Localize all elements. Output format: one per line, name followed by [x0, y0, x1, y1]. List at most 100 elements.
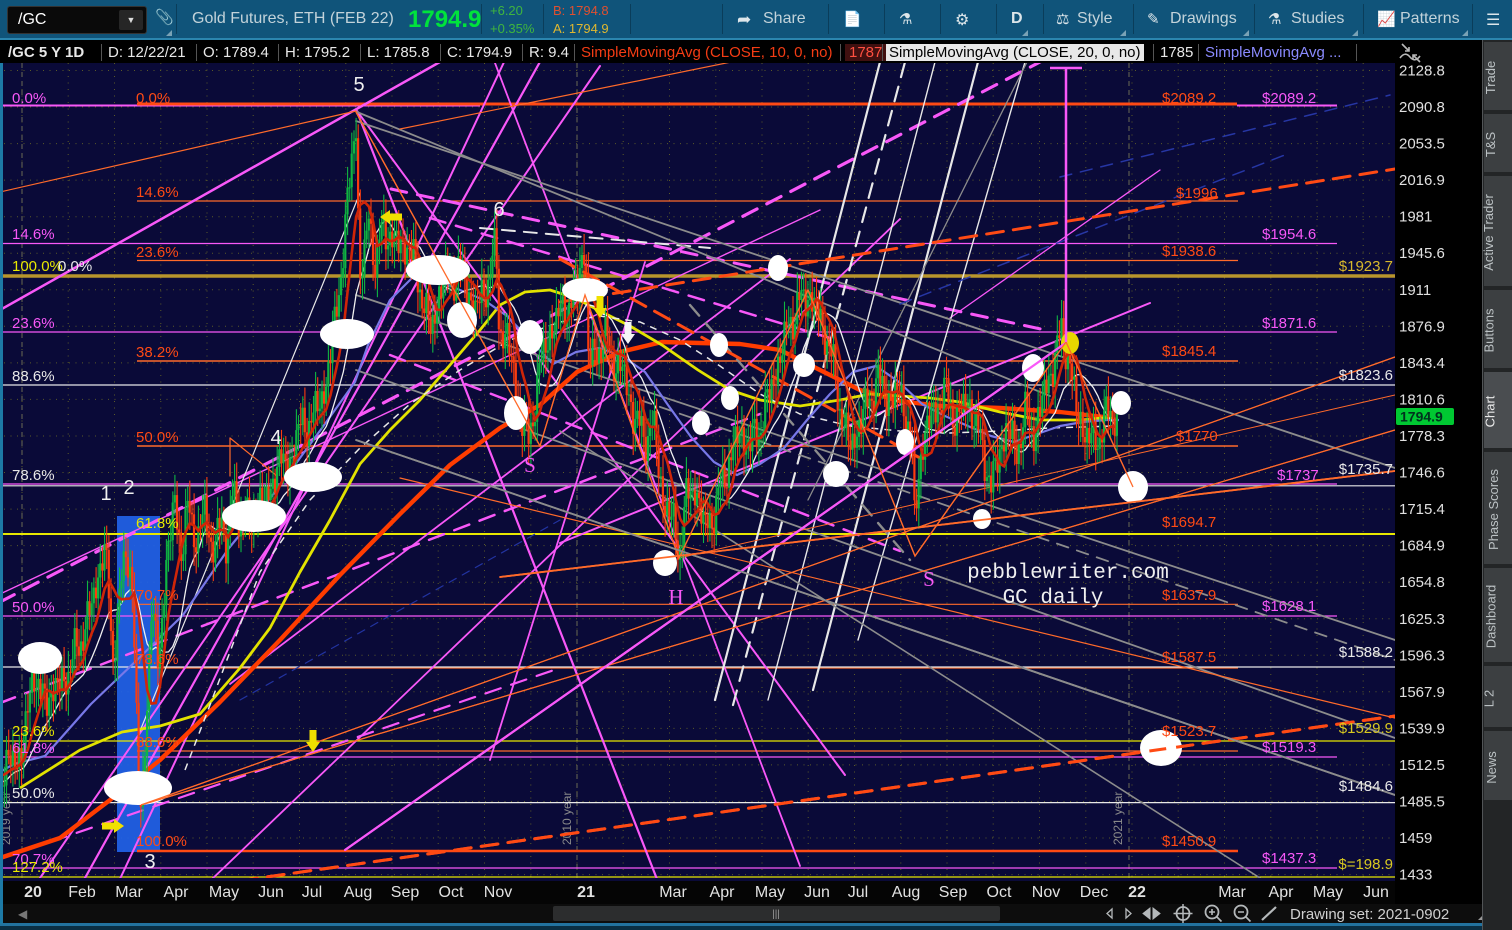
svg-text:38.2%: 38.2% — [136, 344, 179, 361]
svg-text:$1587.5: $1587.5 — [1162, 649, 1216, 666]
svg-text:1876.9: 1876.9 — [1399, 318, 1445, 335]
svg-text:1459: 1459 — [1399, 830, 1432, 847]
svg-text:23.6%: 23.6% — [12, 315, 55, 332]
svg-text:0.0%: 0.0% — [12, 90, 46, 107]
svg-text:70.7%: 70.7% — [12, 851, 55, 868]
svg-text:1746.6: 1746.6 — [1399, 465, 1445, 482]
svg-text:88.6%: 88.6% — [12, 368, 55, 385]
svg-text:1778.3: 1778.3 — [1399, 428, 1445, 445]
svg-text:Oct: Oct — [439, 884, 464, 901]
svg-text:1843.4: 1843.4 — [1399, 355, 1445, 372]
svg-text:Jun: Jun — [804, 884, 830, 901]
svg-text:1654.8: 1654.8 — [1399, 574, 1445, 591]
svg-text:1794.9: 1794.9 — [1400, 409, 1443, 425]
svg-text:Nov: Nov — [1032, 884, 1060, 901]
svg-text:$1823.6: $1823.6 — [1339, 367, 1393, 384]
svg-text:1625.3: 1625.3 — [1399, 611, 1445, 628]
svg-text:May: May — [209, 884, 239, 901]
svg-text:22: 22 — [1128, 884, 1146, 901]
svg-text:50.0%: 50.0% — [12, 599, 55, 616]
svg-text:$1938.6: $1938.6 — [1162, 243, 1216, 260]
svg-text:Sep: Sep — [391, 884, 420, 901]
svg-text:0.0%: 0.0% — [58, 258, 92, 275]
svg-text:1684.9: 1684.9 — [1399, 538, 1445, 555]
svg-text:Mar: Mar — [115, 884, 143, 901]
svg-text:1945.6: 1945.6 — [1399, 245, 1445, 262]
svg-text:1512.5: 1512.5 — [1399, 757, 1445, 774]
svg-text:Nov: Nov — [484, 884, 512, 901]
svg-text:127.2%: 127.2% — [12, 859, 63, 876]
svg-text:50.0%: 50.0% — [12, 785, 55, 802]
svg-text:$1923.7: $1923.7 — [1339, 258, 1393, 275]
svg-text:$1954.6: $1954.6 — [1262, 226, 1316, 243]
svg-text:pebblewriter.com: pebblewriter.com — [967, 562, 1169, 585]
svg-text:$1628.1: $1628.1 — [1262, 598, 1316, 615]
svg-text:Aug: Aug — [344, 884, 372, 901]
svg-text:Dec: Dec — [1080, 884, 1108, 901]
svg-text:S: S — [524, 453, 536, 477]
svg-text:6: 6 — [493, 199, 504, 221]
svg-text:14.6%: 14.6% — [12, 226, 55, 243]
svg-text:Apr: Apr — [1269, 884, 1295, 901]
svg-text:88.6%: 88.6% — [136, 734, 179, 751]
svg-text:23.6%: 23.6% — [136, 244, 179, 261]
svg-text:◀: ◀ — [18, 907, 28, 921]
svg-text:0.0%: 0.0% — [136, 90, 170, 107]
svg-text:GC daily: GC daily — [1003, 587, 1104, 610]
svg-text:2016.9: 2016.9 — [1399, 172, 1445, 189]
svg-text:1810.6: 1810.6 — [1399, 391, 1445, 408]
svg-text:1715.4: 1715.4 — [1399, 501, 1445, 518]
svg-text:Jun: Jun — [258, 884, 284, 901]
svg-text:H: H — [668, 585, 683, 609]
svg-text:21: 21 — [577, 884, 595, 901]
svg-text:$1588.2: $1588.2 — [1339, 644, 1393, 661]
svg-text:50.0%: 50.0% — [136, 429, 179, 446]
svg-text:2: 2 — [123, 477, 134, 499]
svg-text:Oct: Oct — [987, 884, 1012, 901]
svg-text:$1694.7: $1694.7 — [1162, 514, 1216, 531]
svg-text:May: May — [755, 884, 785, 901]
svg-text:100.0%: 100.0% — [12, 258, 63, 275]
svg-text:1596.3: 1596.3 — [1399, 647, 1445, 664]
svg-text:1: 1 — [100, 483, 111, 505]
svg-text:2019 year: 2019 year — [0, 792, 13, 845]
svg-text:3: 3 — [144, 851, 155, 873]
svg-text:2128.8: 2128.8 — [1399, 63, 1445, 80]
svg-text:Mar: Mar — [1218, 884, 1246, 901]
svg-text:70.7%: 70.7% — [136, 587, 179, 604]
svg-text:2090.8: 2090.8 — [1399, 99, 1445, 116]
svg-text:23.6%: 23.6% — [12, 723, 55, 740]
svg-text:1433: 1433 — [1399, 867, 1432, 884]
svg-text:Drawing set: 2021-0902: Drawing set: 2021-0902 — [1290, 906, 1449, 923]
svg-text:2053.5: 2053.5 — [1399, 136, 1445, 153]
svg-text:$1845.4: $1845.4 — [1162, 343, 1216, 360]
svg-text:Jul: Jul — [302, 884, 322, 901]
svg-text:$1519.3: $1519.3 — [1262, 739, 1316, 756]
svg-text:Mar: Mar — [659, 884, 687, 901]
svg-text:1485.5: 1485.5 — [1399, 794, 1445, 811]
svg-text:$1450.9: $1450.9 — [1162, 833, 1216, 850]
svg-text:1911: 1911 — [1399, 282, 1431, 299]
svg-text:$2089.2: $2089.2 — [1162, 90, 1216, 107]
svg-text:78.6%: 78.6% — [136, 651, 179, 668]
svg-text:$1637.9: $1637.9 — [1162, 587, 1216, 604]
svg-text:$2089.2: $2089.2 — [1262, 90, 1316, 107]
svg-text:May: May — [1313, 884, 1343, 901]
svg-text:Apr: Apr — [164, 884, 190, 901]
svg-text:$=198.9: $=198.9 — [1338, 856, 1393, 873]
svg-text:1981: 1981 — [1399, 209, 1432, 226]
svg-text:Jul: Jul — [848, 884, 868, 901]
svg-text:$1437.3: $1437.3 — [1262, 850, 1316, 867]
svg-text:$1871.6: $1871.6 — [1262, 315, 1316, 332]
svg-text:78.6%: 78.6% — [12, 467, 55, 484]
svg-text:$1529.9: $1529.9 — [1339, 720, 1393, 737]
svg-text:$1770: $1770 — [1176, 428, 1218, 445]
svg-text:2010 year: 2010 year — [560, 792, 574, 845]
svg-text:1539.9: 1539.9 — [1399, 720, 1445, 737]
svg-text:20: 20 — [24, 884, 42, 901]
svg-text:Sep: Sep — [939, 884, 968, 901]
svg-text:2021 year: 2021 year — [1111, 792, 1125, 845]
svg-text:$1737: $1737 — [1277, 467, 1319, 484]
svg-text:$1484.6: $1484.6 — [1339, 778, 1393, 795]
svg-text:Jun: Jun — [1363, 884, 1389, 901]
